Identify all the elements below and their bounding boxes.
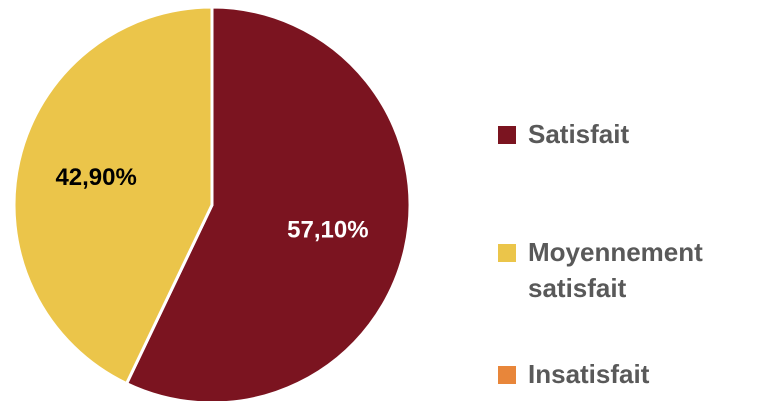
slice-label-satisfait: 57,10% <box>287 217 368 244</box>
slice-label-moyennement-satisfait: 42,90% <box>55 164 136 191</box>
legend-item-moyennement-satisfait: Moyennement satisfait <box>498 234 756 306</box>
legend-item-satisfait: Satisfait <box>498 116 756 152</box>
legend-swatch-moyennement-satisfait <box>498 244 516 262</box>
legend: Satisfait Moyennement satisfait Insatisf… <box>498 0 765 401</box>
pie-slice-satisfait <box>125 5 412 401</box>
legend-label-moyennement-satisfait: Moyennement satisfait <box>528 237 703 303</box>
legend-item-insatisfait: Insatisfait <box>498 356 756 392</box>
legend-label-satisfait: Satisfait <box>528 119 630 149</box>
slice-labels: 57,10% 42,90% <box>55 164 368 244</box>
legend-swatch-satisfait <box>498 126 516 144</box>
legend-swatch-insatisfait <box>498 366 516 384</box>
pie-slice-moyennement-satisfait <box>12 5 214 386</box>
legend-label-insatisfait: Insatisfait <box>528 359 650 389</box>
pie-slices <box>12 5 412 401</box>
